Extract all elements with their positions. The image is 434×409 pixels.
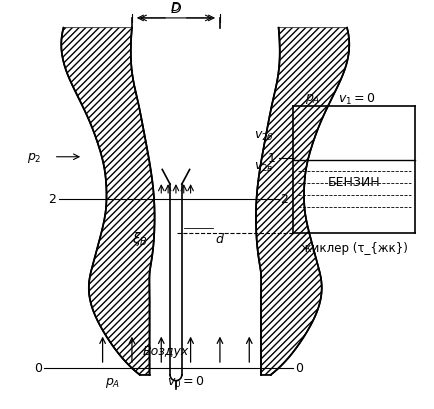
Polygon shape: [256, 29, 349, 375]
Text: 2: 2: [280, 193, 289, 206]
Polygon shape: [61, 29, 155, 375]
Text: $v_{2б}$: $v_{2б}$: [254, 129, 274, 142]
Text: $d$: $d$: [215, 231, 225, 245]
Text: $\xi_B$: $\xi_B$: [132, 229, 148, 247]
Text: $D$: $D$: [170, 2, 182, 16]
Text: $v_{2в}$: $v_{2в}$: [254, 161, 274, 174]
Text: $p_2$: $p_2$: [27, 151, 42, 164]
Text: Воздух: Воздух: [143, 344, 189, 357]
Text: 0: 0: [295, 362, 303, 375]
Text: D: D: [171, 1, 181, 14]
Text: жиклер (τ_{жк}): жиклер (τ_{жк}): [301, 242, 408, 254]
Text: $p_A$: $p_A$: [105, 375, 120, 389]
Text: $p_A$: $p_A$: [305, 92, 320, 106]
Text: $v_1=0$: $v_1=0$: [338, 91, 376, 106]
Text: 1: 1: [268, 152, 276, 165]
Text: 0: 0: [34, 362, 42, 375]
Text: $v_0=0$: $v_0=0$: [167, 374, 204, 389]
Text: БЕНЗИН: БЕНЗИН: [328, 176, 381, 189]
Text: 2: 2: [48, 193, 56, 206]
